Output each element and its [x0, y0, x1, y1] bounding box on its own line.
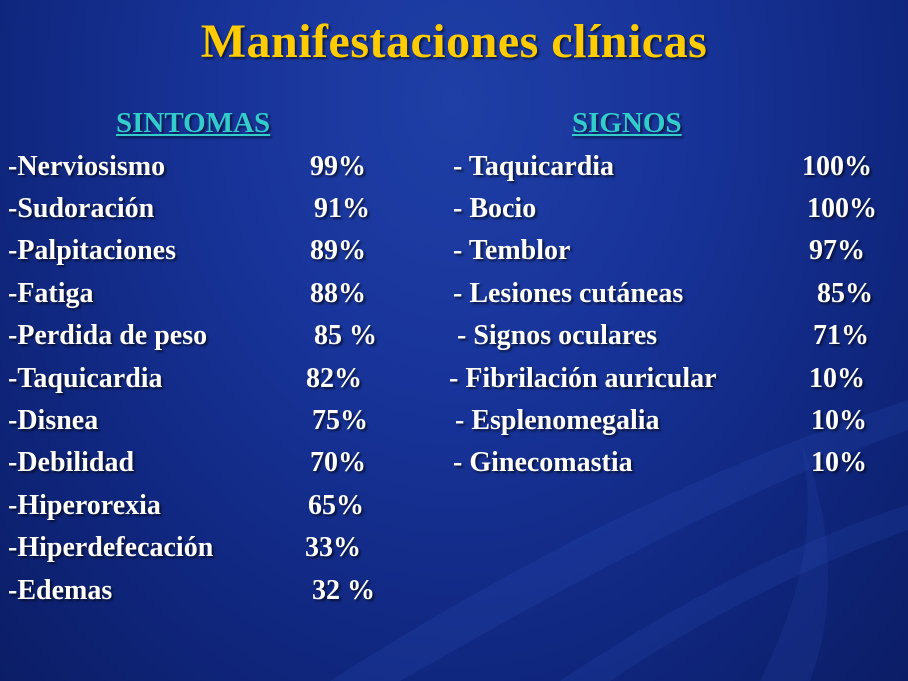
- signo-label: - Temblor: [453, 235, 571, 266]
- sintoma-row: -Hiperdefecación 33%: [8, 528, 408, 568]
- sintoma-label: -Hiperorexia: [8, 490, 161, 521]
- signo-label: - Bocio: [453, 193, 537, 224]
- sintoma-value: 89%: [310, 235, 366, 266]
- signo-row: - Fibrilación auricular 10%: [445, 359, 895, 399]
- sintoma-label: -Palpitaciones: [8, 235, 176, 266]
- signo-row: - Temblor 97%: [445, 231, 895, 271]
- sintoma-row: -Nerviosismo 99%: [8, 147, 408, 187]
- signo-label: - Signos oculares: [457, 320, 658, 351]
- signo-label: - Esplenomegalia: [455, 405, 660, 436]
- sintoma-label: -Perdida de peso: [8, 320, 208, 351]
- signo-value: 10%: [811, 447, 867, 478]
- sintoma-value: 65%: [308, 490, 364, 521]
- sintoma-value: 82%: [306, 363, 362, 394]
- signo-label: - Ginecomastia: [453, 447, 633, 478]
- signo-value: 97%: [809, 235, 865, 266]
- sintoma-row: -Disnea 75%: [8, 401, 408, 441]
- signo-value: 71%: [813, 320, 869, 351]
- slide-title: Manifestaciones clínicas: [200, 15, 708, 68]
- sintoma-value: 32 %: [312, 575, 375, 606]
- sintoma-row: -Sudoración 91%: [8, 189, 408, 229]
- sintoma-label: -Taquicardia: [8, 363, 163, 394]
- signo-value: 10%: [809, 363, 865, 394]
- sintoma-label: -Nerviosismo: [8, 151, 166, 182]
- signo-row: - Esplenomegalia 10%: [445, 401, 895, 441]
- sintoma-row: -Fatiga 88%: [8, 274, 408, 314]
- sintoma-row: -Perdida de peso 85 %: [8, 316, 408, 356]
- signo-row: - Signos oculares 71%: [445, 316, 895, 356]
- signo-label: - Taquicardia: [453, 151, 615, 182]
- sintoma-label: -Hiperdefecación: [8, 532, 214, 563]
- signo-row: - Bocio 100%: [445, 189, 895, 229]
- signo-value: 10%: [811, 405, 867, 436]
- signos-heading: SIGNOS: [572, 107, 682, 139]
- sintoma-value: 99%: [310, 151, 366, 182]
- sintoma-row: -Hiperorexia 65%: [8, 486, 408, 526]
- sintoma-row: -Edemas 32 %: [8, 571, 408, 611]
- signo-row: - Ginecomastia 10%: [445, 443, 895, 483]
- sintoma-value: 75%: [312, 405, 368, 436]
- signo-value: 100%: [807, 193, 877, 224]
- sintoma-row: -Taquicardia 82%: [8, 359, 408, 399]
- sintoma-label: -Fatiga: [8, 278, 94, 309]
- signo-label: - Fibrilación auricular: [449, 363, 717, 394]
- signo-label: - Lesiones cutáneas: [453, 278, 684, 309]
- sintoma-label: -Debilidad: [8, 447, 135, 478]
- sintoma-label: -Edemas: [8, 575, 113, 606]
- signo-row: - Lesiones cutáneas 85%: [445, 274, 895, 314]
- sintoma-value: 85 %: [314, 320, 377, 351]
- signo-row: - Taquicardia 100%: [445, 147, 895, 187]
- signo-value: 100%: [802, 151, 872, 182]
- sintoma-value: 33%: [305, 532, 361, 563]
- sintoma-row: -Debilidad 70%: [8, 443, 408, 483]
- sintomas-heading: SINTOMAS: [116, 107, 271, 139]
- sintoma-label: -Sudoración: [8, 193, 155, 224]
- sintoma-value: 91%: [314, 193, 370, 224]
- sintoma-value: 88%: [310, 278, 366, 309]
- sintoma-value: 70%: [310, 447, 366, 478]
- signo-value: 85%: [817, 278, 873, 309]
- sintoma-row: -Palpitaciones 89%: [8, 231, 408, 271]
- sintoma-label: -Disnea: [8, 405, 99, 436]
